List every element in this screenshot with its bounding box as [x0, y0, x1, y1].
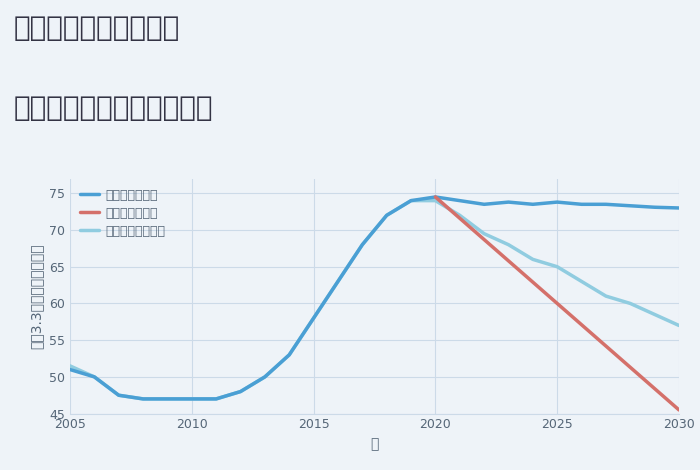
グッドシナリオ [309, 315, 318, 321]
ノーマルシナリオ [675, 323, 683, 329]
グッドシナリオ [553, 199, 561, 205]
ノーマルシナリオ [626, 301, 634, 306]
Line: ノーマルシナリオ: ノーマルシナリオ [70, 201, 679, 399]
グッドシナリオ [188, 396, 196, 402]
ノーマルシナリオ [285, 352, 293, 358]
グッドシナリオ [650, 204, 659, 210]
ノーマルシナリオ [139, 396, 147, 402]
ノーマルシナリオ [553, 264, 561, 270]
ノーマルシナリオ [602, 293, 610, 299]
Text: 中古マンションの価格推移: 中古マンションの価格推移 [14, 94, 213, 122]
Line: グッドシナリオ: グッドシナリオ [70, 197, 679, 399]
ノーマルシナリオ [237, 389, 245, 394]
グッドシナリオ [358, 242, 367, 248]
ノーマルシナリオ [358, 242, 367, 248]
グッドシナリオ [407, 198, 415, 204]
グッドシナリオ [602, 202, 610, 207]
グッドシナリオ [578, 202, 586, 207]
グッドシナリオ [504, 199, 512, 205]
グッドシナリオ [431, 194, 440, 200]
グッドシナリオ [382, 212, 391, 218]
ノーマルシナリオ [90, 374, 99, 380]
ノーマルシナリオ [456, 212, 464, 218]
グッドシナリオ [90, 374, 99, 380]
ノーマルシナリオ [212, 396, 220, 402]
グッドシナリオ [285, 352, 293, 358]
ノーマルシナリオ [407, 198, 415, 204]
グッドシナリオ [528, 202, 537, 207]
グッドシナリオ [675, 205, 683, 211]
グッドシナリオ [212, 396, 220, 402]
ノーマルシナリオ [504, 242, 512, 248]
ノーマルシナリオ [115, 392, 123, 398]
ノーマルシナリオ [260, 374, 269, 380]
ノーマルシナリオ [163, 396, 172, 402]
Text: 福岡県太宰府市宰都の: 福岡県太宰府市宰都の [14, 14, 181, 42]
ノーマルシナリオ [309, 315, 318, 321]
グッドシナリオ [334, 279, 342, 284]
ノーマルシナリオ [431, 198, 440, 204]
Legend: グッドシナリオ, バッドシナリオ, ノーマルシナリオ: グッドシナリオ, バッドシナリオ, ノーマルシナリオ [76, 185, 169, 242]
ノーマルシナリオ [334, 279, 342, 284]
ノーマルシナリオ [382, 212, 391, 218]
グッドシナリオ [456, 198, 464, 204]
グッドシナリオ [480, 202, 489, 207]
グッドシナリオ [626, 203, 634, 209]
グッドシナリオ [237, 389, 245, 394]
ノーマルシナリオ [578, 279, 586, 284]
グッドシナリオ [139, 396, 147, 402]
ノーマルシナリオ [650, 312, 659, 317]
ノーマルシナリオ [66, 363, 74, 368]
Y-axis label: 平（3.3㎡）単価（万円）: 平（3.3㎡）単価（万円） [29, 243, 43, 349]
ノーマルシナリオ [528, 257, 537, 262]
X-axis label: 年: 年 [370, 437, 379, 451]
グッドシナリオ [260, 374, 269, 380]
ノーマルシナリオ [480, 231, 489, 236]
グッドシナリオ [66, 367, 74, 372]
グッドシナリオ [163, 396, 172, 402]
ノーマルシナリオ [188, 396, 196, 402]
グッドシナリオ [115, 392, 123, 398]
